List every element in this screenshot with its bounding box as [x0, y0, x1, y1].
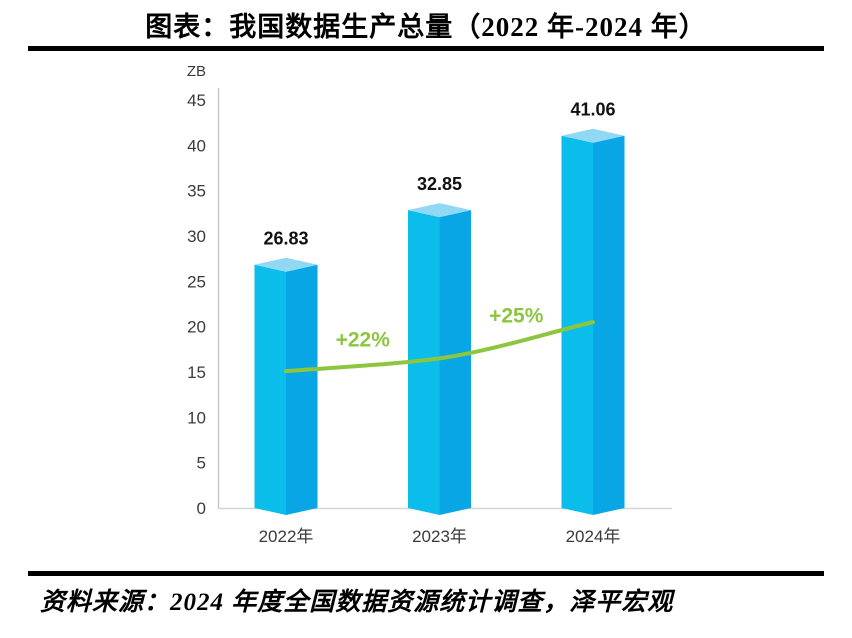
- growth-label: +25%: [489, 304, 544, 327]
- category-label: 2024年: [566, 527, 621, 546]
- category-label: 2022年: [259, 527, 314, 546]
- y-tick-label: 35: [187, 182, 206, 201]
- chart-title: 图表：我国数据生产总量（2022 年-2024 年）: [145, 12, 707, 42]
- value-label: 41.06: [570, 100, 615, 120]
- bar-left-face: [254, 264, 286, 515]
- bar-top-face: [254, 257, 318, 272]
- value-label: 26.83: [263, 229, 308, 249]
- y-axis-unit-label: ZB: [187, 63, 206, 80]
- growth-line: [284, 320, 595, 374]
- y-tick-label: 45: [187, 91, 206, 110]
- bar-right-face: [593, 135, 625, 515]
- bar-right-face: [286, 264, 318, 515]
- bar-top-face: [561, 128, 625, 143]
- bar-right-face: [439, 210, 471, 515]
- y-tick-label: 30: [187, 227, 206, 246]
- growth-label: +22%: [336, 329, 391, 352]
- y-tick-label: 5: [197, 454, 206, 473]
- y-tick-label: 10: [187, 408, 206, 427]
- source-note: 资料来源：2024 年度全国数据资源统计调查，泽平宏观: [40, 589, 674, 616]
- y-tick-label: 0: [197, 499, 206, 518]
- y-tick-label: 15: [187, 363, 206, 382]
- bottom-rule: [28, 571, 824, 576]
- bar-top-face: [408, 203, 471, 218]
- category-label: 2023年: [412, 527, 467, 546]
- bar-left-face: [408, 210, 440, 515]
- value-label: 32.85: [417, 174, 462, 194]
- bar-chart: ZB 0 5 10 15 20 25 30 35 40 45 +22% +25% 26.83 32.85 41…: [187, 63, 672, 546]
- y-tick-label: 20: [187, 318, 206, 337]
- top-rule: [28, 46, 824, 51]
- y-tick-label: 40: [187, 136, 206, 155]
- y-tick-label: 25: [187, 272, 206, 291]
